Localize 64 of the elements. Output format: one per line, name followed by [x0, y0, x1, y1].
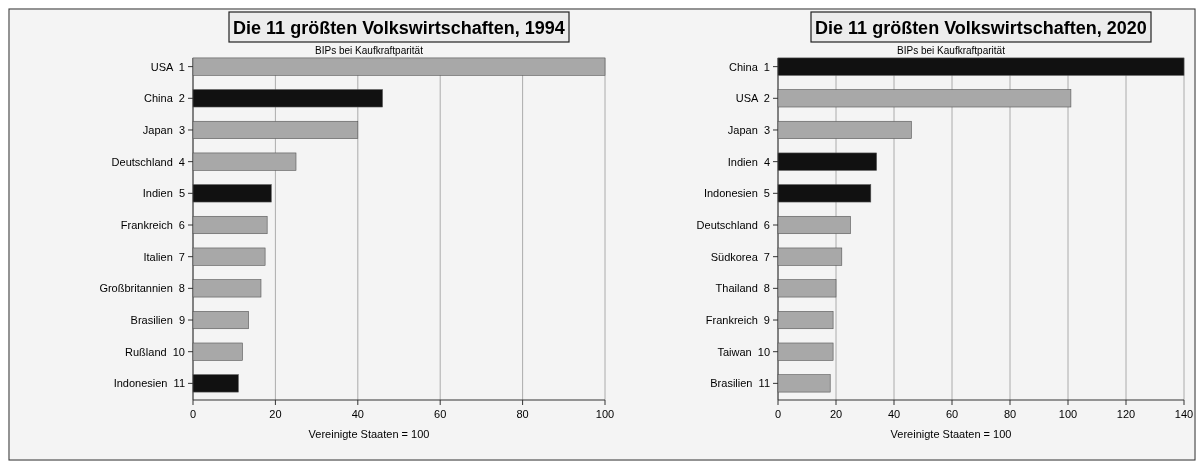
y-tick-label: Japan 3: [142, 123, 185, 136]
y-tick-label: China 2: [144, 92, 185, 105]
bar: [777, 89, 1072, 108]
bar: [192, 279, 262, 298]
y-tick-label: Thailand 8: [715, 282, 770, 295]
bar: [192, 184, 272, 203]
y-tick-label: USA 1: [150, 60, 185, 73]
y-tick-label: Indonesien 11: [113, 377, 185, 390]
y-tick-label: Großbritannien 8: [99, 282, 185, 295]
y-tick-label: Rußland 10: [125, 345, 185, 358]
y-tick-label: Brasilien 9: [130, 314, 185, 327]
bar: [777, 279, 837, 298]
bar: [192, 374, 239, 393]
bar: [777, 215, 851, 235]
x-tick-label: 100: [595, 408, 615, 420]
x-tick-label: 140: [1174, 408, 1194, 420]
bar: [777, 184, 872, 203]
y-tick-label: Deutschland 6: [696, 219, 770, 231]
x-tick-label: 0: [189, 408, 197, 420]
bar: [192, 311, 249, 330]
y-tick-label: Südkorea 7: [710, 250, 770, 263]
x-tick-label: 40: [887, 408, 901, 420]
x-tick-label: 80: [516, 408, 529, 420]
y-tick-label: Indien 4: [727, 155, 770, 168]
chart-title: Die 11 größten Volkswirtschaften, 1994: [233, 18, 565, 38]
x-tick-label: 80: [1003, 408, 1017, 420]
y-tick-label: Indien 5: [142, 187, 185, 200]
bar: [192, 247, 266, 266]
y-tick-label: Frankreich 9: [705, 314, 770, 327]
y-tick-label: Brasilien 11: [710, 377, 770, 390]
bar: [192, 120, 359, 139]
y-tick-label: Japan 3: [727, 123, 770, 136]
y-tick-label: China 1: [729, 60, 770, 73]
x-tick-label: 120: [1116, 408, 1136, 420]
x-tick-label: 20: [269, 408, 282, 420]
chart-subtitle: BIPs bei Kaufkraftparität: [897, 45, 1006, 56]
x-tick-label: 20: [829, 408, 843, 420]
chart-title: Die 11 größten Volkswirtschaften, 2020: [815, 18, 1147, 38]
x-tick-label: 40: [351, 408, 364, 420]
bar: [777, 342, 834, 361]
x-tick-label: 100: [1058, 408, 1078, 420]
bar: [777, 374, 831, 393]
bar: [777, 311, 834, 330]
x-axis-title: Vereinigte Staaten = 100: [308, 428, 430, 440]
bar: [192, 89, 383, 108]
bar: [777, 152, 877, 171]
x-axis-title: Vereinigte Staaten = 100: [890, 428, 1012, 440]
x-tick-label: 60: [945, 408, 959, 420]
y-tick-label: Deutschland 4: [111, 155, 185, 168]
y-tick-label: USA 2: [735, 92, 770, 105]
x-tick-label: 60: [434, 408, 447, 420]
y-tick-label: Indonesien 5: [703, 187, 770, 200]
y-tick-label: Taiwan 10: [717, 345, 770, 358]
x-tick-label: 0: [774, 408, 782, 420]
bar: [192, 152, 297, 171]
bar: [777, 247, 843, 266]
bar: [192, 57, 606, 76]
y-tick-label: Italien 7: [143, 250, 185, 263]
y-tick-label: Frankreich 6: [120, 219, 185, 231]
chart-subtitle: BIPs bei Kaufkraftparität: [315, 45, 424, 56]
bar: [192, 342, 243, 361]
bar: [192, 215, 268, 235]
bar: [777, 120, 912, 139]
bar: [777, 57, 1185, 76]
